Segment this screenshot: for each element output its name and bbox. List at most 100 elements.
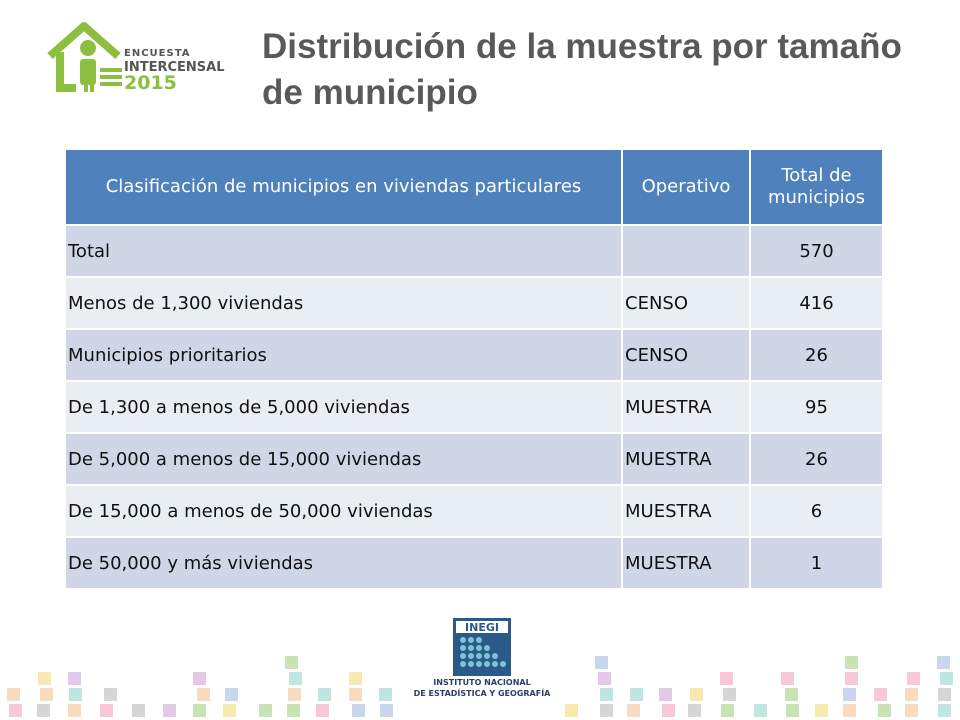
decorative-square	[38, 672, 51, 685]
decorative-square	[905, 688, 918, 701]
decorative-square	[721, 704, 734, 717]
decorative-square	[68, 704, 81, 717]
decorative-square	[723, 688, 736, 701]
svg-text:INEGI: INEGI	[465, 621, 499, 634]
decorative-square	[69, 688, 82, 701]
cell-total: 416	[749, 276, 884, 330]
decorative-square	[163, 704, 176, 717]
table-row: Municipios prioritarios CENSO 26	[64, 328, 884, 382]
decorative-square	[9, 704, 22, 717]
decorative-square	[878, 704, 891, 717]
decorative-square	[380, 704, 393, 717]
decorative-square	[785, 688, 798, 701]
decorative-square	[349, 672, 362, 685]
decorative-square	[843, 688, 856, 701]
cell-total: 26	[749, 328, 884, 382]
cell-clasificacion: Menos de 1,300 viviendas	[64, 276, 623, 330]
decorative-square	[7, 688, 20, 701]
decorative-square	[600, 704, 613, 717]
inegi-emblem-icon: INEGI	[453, 618, 511, 676]
decorative-square	[379, 688, 392, 701]
decorative-square	[938, 688, 951, 701]
logo-line1: ENCUESTA	[124, 48, 191, 59]
decorative-square	[104, 688, 117, 701]
cell-operativo: CENSO	[621, 328, 751, 382]
cell-operativo: MUESTRA	[621, 484, 751, 538]
cell-total: 6	[749, 484, 884, 538]
cell-clasificacion: Total	[64, 224, 623, 278]
decorative-square	[598, 672, 611, 685]
cell-total: 570	[749, 224, 884, 278]
cell-total: 26	[749, 432, 884, 486]
header-total: Total de municipios	[749, 148, 884, 226]
table-row: Total 570	[64, 224, 884, 278]
encuesta-intercensal-logo: ENCUESTA INTERCENSAL 2015	[44, 22, 224, 102]
decorative-square	[40, 688, 53, 701]
cell-operativo: CENSO	[621, 276, 751, 330]
page-title: Distribución de la muestra por tamaño de…	[262, 27, 902, 112]
decorative-square	[845, 656, 858, 669]
logo-line3: 2015	[124, 72, 177, 94]
decorative-square	[690, 688, 703, 701]
cell-clasificacion: De 5,000 a menos de 15,000 viviendas	[64, 432, 623, 486]
decorative-square	[940, 672, 953, 685]
cell-clasificacion: Municipios prioritarios	[64, 328, 623, 382]
decorative-square	[352, 704, 365, 717]
table-row: Menos de 1,300 viviendas CENSO 416	[64, 276, 884, 330]
table-row: De 1,300 a menos de 5,000 viviendas MUES…	[64, 380, 884, 434]
decorative-square	[630, 688, 643, 701]
decorative-square	[937, 656, 950, 669]
decorative-square	[600, 688, 613, 701]
cell-total: 1	[749, 536, 884, 590]
decorative-square	[132, 704, 145, 717]
decorative-square	[688, 704, 701, 717]
decorative-square	[720, 672, 733, 685]
decorative-square	[193, 672, 206, 685]
header-operativo: Operativo	[621, 148, 751, 226]
logo-line2: INTERCENSAL	[124, 60, 225, 75]
decorative-square	[259, 704, 272, 717]
decorative-square	[627, 704, 640, 717]
decorative-square	[37, 704, 50, 717]
decorative-square	[289, 672, 302, 685]
header-clasificacion: Clasificación de municipios en viviendas…	[64, 148, 623, 226]
table-row: De 15,000 a menos de 50,000 viviendas MU…	[64, 484, 884, 538]
table-header-row: Clasificación de municipios en viviendas…	[64, 148, 884, 226]
decorative-square	[223, 704, 236, 717]
decorative-square	[318, 688, 331, 701]
decorative-square	[754, 704, 767, 717]
house-person-icon	[47, 22, 122, 92]
decorative-squares-footer	[7, 656, 953, 717]
decorative-square	[100, 704, 113, 717]
decorative-square	[285, 656, 298, 669]
decorative-square	[316, 704, 329, 717]
decorative-square	[659, 688, 672, 701]
table-row: De 5,000 a menos de 15,000 viviendas MUE…	[64, 432, 884, 486]
decorative-square	[68, 672, 81, 685]
decorative-square	[907, 672, 920, 685]
decorative-square	[288, 688, 301, 701]
table-row: De 50,000 y más viviendas MUESTRA 1	[64, 536, 884, 590]
decorative-square	[225, 688, 238, 701]
decorative-square	[662, 704, 675, 717]
decorative-square	[874, 688, 887, 701]
cell-operativo: MUESTRA	[621, 536, 751, 590]
cell-operativo	[621, 224, 751, 278]
cell-clasificacion: De 50,000 y más viviendas	[64, 536, 623, 590]
decorative-square	[287, 704, 300, 717]
cell-operativo: MUESTRA	[621, 380, 751, 434]
cell-total: 95	[749, 380, 884, 434]
decorative-square	[845, 672, 858, 685]
decorative-square	[781, 672, 794, 685]
decorative-square	[193, 704, 206, 717]
decorative-square	[349, 688, 362, 701]
decorative-square	[843, 704, 856, 717]
decorative-square	[565, 704, 578, 717]
decorative-square	[938, 704, 951, 717]
decorative-square	[815, 704, 828, 717]
inegi-line2: DE ESTADÍSTICA Y GEOGRAFÍA	[413, 689, 551, 698]
decorative-square	[786, 704, 799, 717]
cell-operativo: MUESTRA	[621, 432, 751, 486]
cell-clasificacion: De 1,300 a menos de 5,000 viviendas	[64, 380, 623, 434]
decorative-square	[905, 704, 918, 717]
